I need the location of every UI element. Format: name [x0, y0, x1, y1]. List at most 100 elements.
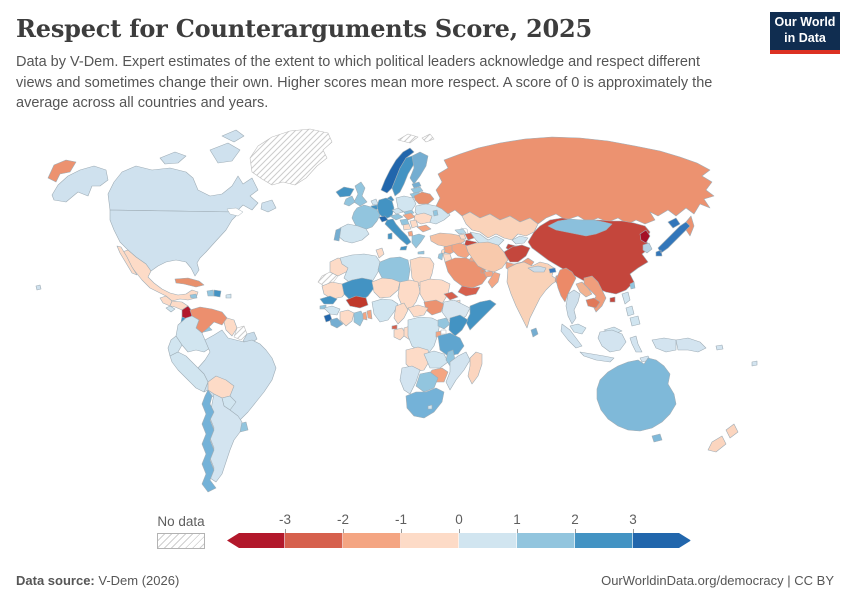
country-indonesia-papua[interactable]: [651, 337, 677, 353]
country-north-korea[interactable]: [639, 229, 651, 244]
country-uk[interactable]: [353, 181, 368, 207]
legend-color-segment[interactable]: [285, 533, 343, 548]
country-bhutan[interactable]: [548, 267, 557, 274]
country-puerto-rico[interactable]: [225, 293, 232, 299]
country-australia[interactable]: [596, 357, 677, 432]
country-mali[interactable]: [341, 277, 375, 303]
country-latvia[interactable]: [410, 186, 424, 194]
country-haiti[interactable]: [206, 289, 215, 297]
country-south-africa[interactable]: [405, 387, 445, 419]
country-chad[interactable]: [397, 279, 421, 311]
country-saudi-arabia[interactable]: [444, 257, 489, 289]
country-greenland[interactable]: [249, 128, 333, 186]
country-usa-hawaii[interactable]: [35, 284, 42, 291]
country-italy-sicily[interactable]: [399, 245, 408, 251]
country-india[interactable]: [506, 261, 559, 329]
country-solomon-islands[interactable]: [715, 344, 724, 351]
country-austria[interactable]: [389, 213, 404, 221]
country-greece[interactable]: [411, 233, 426, 255]
country-turkey[interactable]: [429, 232, 466, 248]
country-iceland[interactable]: [335, 186, 355, 198]
country-iran[interactable]: [465, 241, 509, 273]
country-chile[interactable]: [201, 389, 217, 493]
country-moldova[interactable]: [432, 209, 439, 217]
country-bulgaria[interactable]: [416, 224, 432, 233]
country-indonesia-sulawesi[interactable]: [629, 335, 643, 353]
country-cuba[interactable]: [174, 277, 205, 288]
country-mexico-baja[interactable]: [116, 245, 138, 276]
country-ivory-coast[interactable]: [339, 309, 355, 327]
country-russia-chukotka[interactable]: [47, 159, 77, 183]
country-vietnam[interactable]: [583, 275, 607, 313]
country-belarus[interactable]: [413, 191, 435, 205]
country-kenya[interactable]: [448, 314, 469, 337]
country-usa[interactable]: [109, 209, 239, 277]
country-fiji[interactable]: [751, 360, 758, 367]
license-link[interactable]: CC BY: [794, 573, 834, 588]
country-laos[interactable]: [575, 281, 593, 298]
country-guyana[interactable]: [223, 317, 238, 337]
country-serbia[interactable]: [409, 219, 419, 229]
country-bosnia[interactable]: [402, 223, 412, 231]
country-italy-sardinia[interactable]: [387, 232, 393, 240]
legend-color-segment[interactable]: [575, 533, 633, 548]
country-lesotho[interactable]: [427, 404, 433, 410]
country-kyrgyzstan[interactable]: [511, 235, 529, 245]
country-ethiopia[interactable]: [441, 299, 471, 323]
country-togo[interactable]: [362, 311, 368, 321]
country-botswana[interactable]: [415, 371, 439, 393]
country-sudan[interactable]: [419, 278, 451, 309]
legend-color-segment[interactable]: [459, 533, 517, 548]
legend-color-segment[interactable]: [633, 533, 691, 548]
country-suriname[interactable]: [233, 325, 248, 341]
country-kazakhstan[interactable]: [461, 211, 539, 241]
country-namibia[interactable]: [399, 365, 421, 395]
legend-color-segment[interactable]: [343, 533, 401, 548]
country-liberia[interactable]: [329, 317, 344, 329]
country-tunisia[interactable]: [375, 247, 385, 259]
country-georgia[interactable]: [454, 228, 467, 235]
country-south-korea[interactable]: [642, 242, 653, 254]
country-tanzania[interactable]: [437, 332, 465, 357]
country-indonesia-java[interactable]: [579, 351, 615, 363]
country-nepal[interactable]: [527, 265, 547, 273]
country-usa-alaska[interactable]: [51, 165, 109, 203]
country-poland[interactable]: [395, 195, 417, 213]
country-ghana[interactable]: [353, 310, 365, 327]
country-romania[interactable]: [413, 212, 433, 225]
country-japan[interactable]: [655, 217, 691, 257]
country-burkina-faso[interactable]: [345, 295, 369, 309]
country-yemen[interactable]: [457, 285, 481, 297]
country-nigeria[interactable]: [371, 298, 399, 323]
legend-color-segment[interactable]: [227, 533, 285, 548]
country-taiwan[interactable]: [629, 281, 636, 290]
owid-url-link[interactable]: OurWorldinData.org/democracy: [601, 573, 784, 588]
country-jamaica[interactable]: [189, 293, 198, 299]
country-dominican-republic[interactable]: [213, 289, 222, 298]
legend-colorbar[interactable]: [227, 533, 691, 548]
country-italy[interactable]: [384, 218, 412, 246]
country-netherlands[interactable]: [370, 198, 379, 206]
country-hungary[interactable]: [402, 212, 416, 221]
country-france[interactable]: [351, 204, 381, 231]
country-egypt[interactable]: [409, 256, 435, 287]
country-finland[interactable]: [409, 151, 429, 185]
country-spain[interactable]: [337, 223, 370, 244]
country-philippines[interactable]: [621, 291, 641, 327]
country-benin[interactable]: [366, 309, 373, 320]
country-afghanistan[interactable]: [503, 244, 531, 263]
country-canada[interactable]: [107, 165, 259, 213]
country-oman[interactable]: [487, 271, 501, 289]
country-estonia[interactable]: [411, 181, 422, 189]
country-gabon[interactable]: [393, 327, 407, 341]
country-guinea[interactable]: [323, 305, 341, 316]
country-cambodia[interactable]: [585, 297, 601, 309]
country-senegal[interactable]: [319, 295, 338, 305]
country-peru[interactable]: [169, 351, 209, 393]
country-el-salvador[interactable]: [165, 305, 176, 313]
country-svalbard[interactable]: [397, 133, 435, 144]
country-canada-baffin-island[interactable]: [209, 142, 241, 164]
country-albania[interactable]: [407, 230, 414, 237]
country-central-african-republic[interactable]: [407, 304, 429, 318]
country-canada-ellesmere[interactable]: [221, 129, 245, 143]
